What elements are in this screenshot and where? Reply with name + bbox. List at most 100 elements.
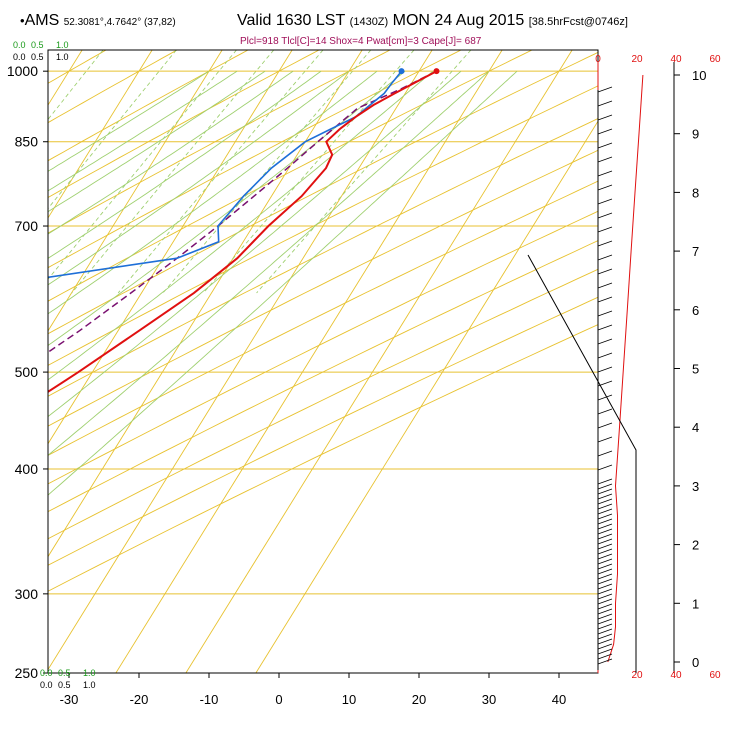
- speed-tick-bottom-label: 60: [709, 670, 721, 681]
- wind-barb: [597, 598, 613, 605]
- wind-barb: [597, 408, 613, 415]
- dry-adiabat-line: [48, 50, 533, 302]
- height-tick-label: 3: [692, 479, 699, 494]
- valid-time: Valid 1630 LST (1430Z) MON 24 Aug 2015 […: [237, 12, 628, 30]
- mixing-ratio-line: [48, 50, 237, 280]
- mixing-ratio-line: [48, 50, 177, 210]
- p-tick-label: 400: [15, 461, 39, 477]
- x-tick-label: -10: [200, 692, 219, 707]
- moist-adiabat-line: [48, 70, 210, 172]
- cloudwater-scale-bottom-label: 0.0: [40, 668, 53, 678]
- x-tick-label: -20: [130, 692, 149, 707]
- surface-dewpoint-marker: [398, 68, 405, 75]
- isotherm-line: [48, 50, 223, 332]
- wind-barb: [597, 212, 613, 219]
- valid-z: (1430Z): [349, 16, 389, 28]
- dry-adiabat-line: [48, 149, 598, 427]
- height-tick-label: 7: [692, 244, 699, 259]
- isotherm-line: [0, 50, 12, 673]
- mixing-ratio-line: [203, 50, 415, 294]
- wind-barb: [597, 114, 613, 121]
- wind-barb: [597, 310, 613, 317]
- moist-adiabat-line: [48, 70, 518, 496]
- dry-adiabat-line: [48, 296, 598, 566]
- height-tick-label: 4: [692, 420, 699, 435]
- wind-barb: [597, 493, 613, 500]
- height-tick-label: 9: [692, 127, 699, 142]
- wind-barb: [597, 523, 613, 530]
- mixing-ratio-line: [162, 50, 372, 294]
- grid-cloud-scale-top-label: 1.0: [56, 52, 69, 62]
- grid-cloud-scale-top-label: 0.0: [13, 52, 26, 62]
- grid-cloud-scale-bottom-label: 0.0: [40, 680, 53, 690]
- height-tick-label: 1: [692, 596, 699, 611]
- dry-adiabat-line: [48, 50, 249, 162]
- dry-adiabat-line: [48, 210, 598, 485]
- wind-barb: [597, 623, 613, 630]
- wind-barb: [597, 633, 613, 640]
- wind-barb: [597, 483, 613, 490]
- wind-barb: [597, 628, 613, 635]
- p-tick-label: 300: [15, 586, 39, 602]
- wind-barb: [597, 573, 613, 580]
- isotherm-line: [48, 50, 293, 445]
- cloudwater-scale-top-label: 1.0: [56, 40, 69, 50]
- cloudwater-scale-bottom-label: 0.5: [58, 668, 71, 678]
- wind-barb: [597, 478, 613, 485]
- wind-barb: [597, 543, 613, 550]
- wind-barb: [597, 142, 613, 149]
- wind-barb: [597, 648, 613, 655]
- wind-barb: [597, 498, 613, 505]
- speed-tick-top-label: 40: [670, 54, 682, 65]
- wind-barb: [597, 558, 613, 565]
- isotherm-line: [48, 50, 433, 671]
- mixing-ratio-line: [117, 50, 324, 294]
- x-tick-label: 20: [412, 692, 426, 707]
- wind-barb: [597, 533, 613, 540]
- wind-panel: 0 1 2 3 4 5 6 7 8 9 10 0 20 20 40 40 60 60: [527, 54, 721, 681]
- wind-barb: [597, 156, 613, 163]
- chart-header: •AMS 52.3081°,4.7642° (37,82): [20, 12, 176, 34]
- cloudwater-scale-top-label: 0.5: [31, 40, 44, 50]
- p-tick-label: 850: [15, 134, 39, 150]
- wind-barb: [597, 450, 613, 457]
- station-name: AMS: [24, 12, 60, 29]
- wind-barb: [597, 282, 613, 289]
- x-tick-label: -30: [60, 692, 79, 707]
- wind-barb: [597, 563, 613, 570]
- wind-barb: [597, 464, 613, 471]
- dry-adiabat-line: [48, 85, 598, 366]
- moist-adiabat-line: [48, 70, 294, 235]
- speed-tick-bottom-label: 20: [631, 670, 643, 681]
- moist-adiabat-line: [48, 70, 406, 347]
- wind-barb: [597, 86, 613, 93]
- station-coords: 52.3081°,4.7642° (37,82): [63, 17, 176, 28]
- wind-barb: [597, 548, 613, 555]
- x-tick-label: 30: [482, 692, 496, 707]
- chart-profiles: [48, 68, 440, 394]
- wind-barb: [597, 100, 613, 107]
- p-tick-label: 1000: [7, 63, 38, 79]
- forecast-label: [38.5hrFcst@0746z]: [528, 16, 628, 28]
- mixing-ratio-line: [71, 50, 275, 294]
- wind-barb: [597, 198, 613, 205]
- speed-tick-bottom-label: 40: [670, 670, 682, 681]
- isotherm-line: [115, 50, 503, 673]
- wind-barb: [597, 593, 613, 600]
- valid-label: Valid 1630 LST: [237, 12, 346, 29]
- moist-adiabat-line: [48, 70, 238, 192]
- moist-adiabat-line: [48, 70, 322, 259]
- wind-barb: [597, 513, 613, 520]
- wind-barb: [597, 488, 613, 495]
- dry-adiabat-line: [48, 268, 598, 540]
- wind-barb: [597, 518, 613, 525]
- wind-barb: [597, 170, 613, 177]
- moist-adiabat-line: [48, 70, 434, 381]
- isotherm-line: [48, 50, 363, 558]
- wind-barb: [597, 240, 613, 247]
- height-tick-label: 5: [692, 362, 699, 377]
- wind-barb: [597, 578, 613, 585]
- isotherm-line: [255, 120, 598, 673]
- wind-barb: [597, 324, 613, 331]
